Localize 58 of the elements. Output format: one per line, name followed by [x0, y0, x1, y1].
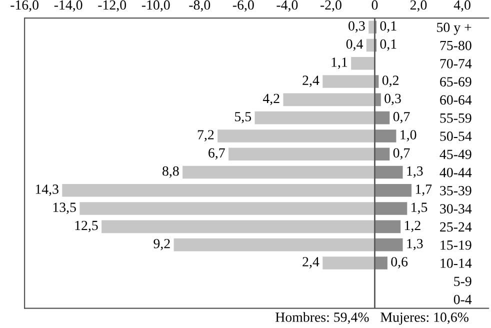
data-label: 5,5 [235, 112, 252, 124]
data-label: 1,0 [400, 130, 416, 142]
x-tick-label: -6,0 [232, 0, 254, 12]
y-tick-label: 75-80 [440, 40, 472, 50]
x-tick-label: -16,0 [10, 0, 38, 12]
data-label: 4,2 [262, 94, 280, 106]
y-tick-label: 40-44 [440, 168, 472, 178]
y-tick-label: 15-19 [440, 240, 472, 250]
y-tick-label: 50 y + [437, 22, 472, 35]
data-label: 6,7 [208, 148, 225, 160]
y-tick-label: 70-74 [440, 58, 472, 68]
data-label: 9,2 [154, 238, 170, 250]
y-tick-label: 0-4 [454, 294, 472, 304]
text: Hombres: 59,4% [276, 312, 369, 324]
text: Mujeres: 10,6% [380, 312, 468, 325]
y-tick-label: 10-14 [440, 258, 472, 268]
y-tick-label: 45-49 [440, 150, 472, 160]
data-label: 1,3 [407, 166, 423, 178]
data-label: 2,4 [302, 257, 320, 268]
y-tick-label: 30-34 [440, 204, 472, 214]
y-tick-label: 50-54 [440, 132, 472, 141]
data-label: 7,2 [198, 130, 214, 142]
x-tick-label: 4,0 [454, 0, 470, 12]
data-label: 0,7 [393, 112, 410, 124]
x-tick-label: 0 [372, 0, 378, 10]
data-label: 1,3 [407, 238, 423, 250]
data-label: 0,3 [348, 21, 365, 33]
data-label: 0,7 [393, 148, 410, 160]
data-label: 1,1 [332, 58, 348, 69]
data-label: 2,4 [302, 76, 320, 88]
data-label: 0,4 [346, 39, 363, 51]
bar [350, 56, 376, 71]
x-tick-label: -10,0 [142, 0, 170, 12]
data-label: 1,7 [416, 184, 432, 196]
x-tick-label: 2,0 [410, 0, 427, 12]
x-tick-label: -4,0 [276, 0, 298, 12]
bar [322, 74, 376, 89]
data-label: 8,8 [162, 166, 179, 178]
data-label: 0,1 [380, 39, 396, 51]
data-label: 1,2 [405, 220, 420, 232]
data-label: 1,5 [412, 202, 428, 214]
x-tick-label: -8,0 [189, 0, 210, 12]
data-label: 13,5 [53, 202, 76, 214]
data-label: 14,3 [36, 184, 58, 196]
y-tick-label: 25-24 [440, 222, 472, 232]
y-tick-label: 5-9 [454, 276, 472, 286]
data-label: 0,1 [380, 21, 396, 33]
y-tick-label: 65-69 [440, 77, 472, 86]
data-label: 0,3 [384, 94, 401, 106]
y-tick-label: 55-59 [440, 113, 472, 123]
x-tick-label: -2,0 [320, 0, 342, 12]
x-tick-label: -12,0 [98, 0, 126, 12]
data-label: 0,6 [391, 257, 408, 268]
y-tick-label: 35-39 [440, 186, 472, 196]
y-tick-label: 60-64 [440, 95, 472, 105]
data-label: 12,5 [75, 220, 98, 232]
data-label: 0,2 [382, 76, 398, 88]
x-tick-label: -14,0 [54, 0, 82, 12]
